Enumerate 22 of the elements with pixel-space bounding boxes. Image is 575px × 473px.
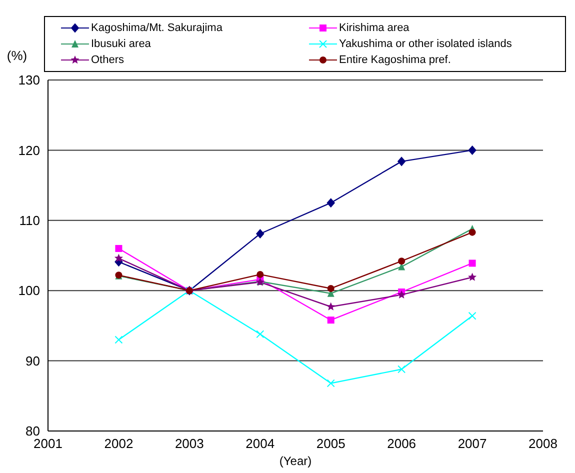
x-tick-label: 2007 <box>458 436 487 452</box>
x-axis-title: (Year) <box>279 454 312 468</box>
x-tick-label: 2004 <box>246 436 275 452</box>
y-tick-label: 90 <box>26 353 40 368</box>
y-tick-label: 130 <box>18 72 40 88</box>
legend-label: Entire Kagoshima pref. <box>339 54 451 66</box>
legend-label: Kirishima area <box>339 22 410 34</box>
x-tick-label: 2005 <box>316 436 346 452</box>
legend-label: Ibusuki area <box>91 38 151 50</box>
y-tick-label: 80 <box>26 424 40 439</box>
x-tick-label: 2008 <box>528 436 558 452</box>
legend-label: Kagoshima/Mt. Sakurajima <box>91 22 222 34</box>
y-tick-label: 120 <box>18 142 40 158</box>
x-tick-label: 2003 <box>174 436 204 452</box>
x-tick-label: 2006 <box>387 436 416 452</box>
x-tick-label: 2002 <box>104 436 134 452</box>
y-tick-label: 100 <box>18 283 40 298</box>
y-tick-label: 110 <box>19 213 40 228</box>
y-axis-title: (%) <box>6 48 28 63</box>
legend-label: Yakushima or other isolated islands <box>339 38 512 50</box>
legend-label: Others <box>91 54 124 66</box>
x-tick-label: 2001 <box>34 436 62 452</box>
